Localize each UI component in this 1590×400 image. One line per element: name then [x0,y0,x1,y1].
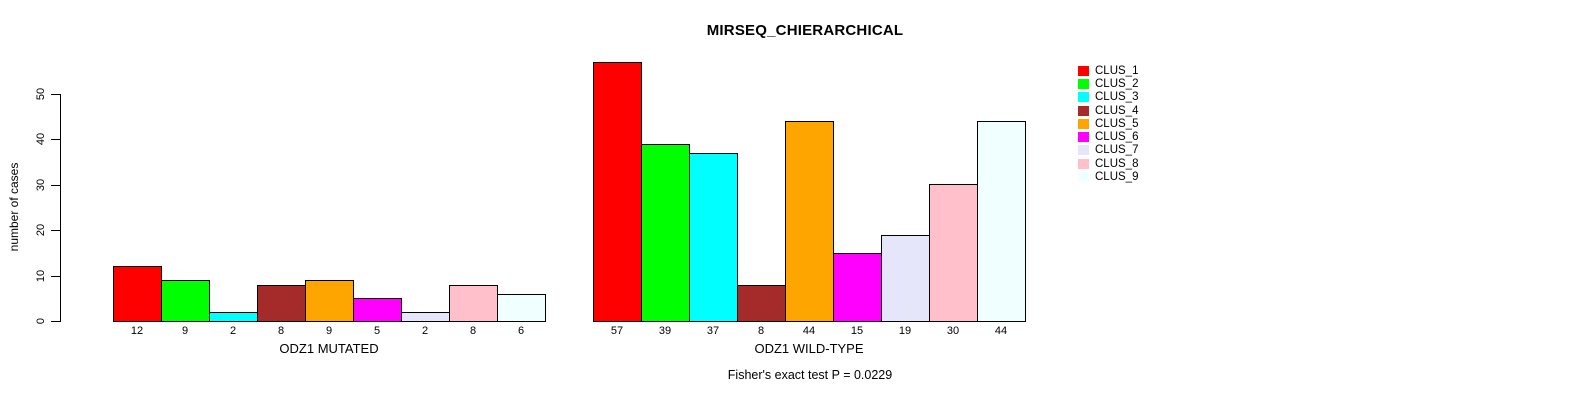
bar-value-label: 37 [706,325,720,337]
bar-clus_1 [593,62,642,322]
y-axis-tick [51,276,60,277]
bar-clus_6 [833,253,882,322]
bar-value-label: 15 [850,325,864,337]
legend-item-clus_9: CLUS_9 [1078,170,1138,183]
legend-swatch [1078,158,1089,169]
bar-clus_3 [209,312,258,322]
y-axis-tick-label: 10 [35,269,47,283]
legend-label: CLUS_4 [1095,104,1139,117]
bar-value-label: 2 [229,325,237,337]
legend-item-clus_7: CLUS_7 [1078,144,1138,157]
legend-swatch [1078,118,1089,129]
bar-value-label: 8 [277,325,285,337]
panel-xlabel: ODZ1 WILD-TYPE [754,341,864,356]
legend-label: CLUS_9 [1095,171,1139,184]
legend-swatch [1078,172,1089,183]
bar-clus_2 [641,144,690,322]
bar-clus_9 [977,121,1026,322]
y-axis-line [60,94,61,322]
legend-item-clus_5: CLUS_5 [1078,117,1138,130]
bar-clus_5 [305,280,354,322]
legend-swatch [1078,65,1089,76]
panel-xlabel: ODZ1 MUTATED [279,341,379,356]
legend-item-clus_2: CLUS_2 [1078,77,1138,90]
bar-clus_1 [113,266,162,322]
bar-clus_4 [737,285,786,322]
legend-swatch [1078,92,1089,103]
bar-clus_4 [257,285,306,322]
legend-swatch [1078,105,1089,116]
bar-clus_5 [785,121,834,322]
legend-item-clus_6: CLUS_6 [1078,130,1138,143]
y-axis-tick [51,185,60,186]
legend-label: CLUS_3 [1095,91,1139,104]
bar-value-label: 12 [130,325,144,337]
legend-label: CLUS_5 [1095,117,1139,130]
bar-value-label: 19 [898,325,912,337]
legend-item-clus_8: CLUS_8 [1078,157,1138,170]
bar-value-label: 8 [469,325,477,337]
bar-clus_9 [497,294,546,322]
bar-value-label: 57 [610,325,624,337]
bar-value-label: 9 [181,325,189,337]
y-axis-tick-label: 40 [35,132,47,146]
bar-clus_8 [449,285,498,322]
bar-value-label: 5 [373,325,381,337]
y-axis-tick-label: 20 [35,223,47,237]
bar-value-label: 8 [757,325,765,337]
y-axis-tick [51,230,60,231]
legend-swatch [1078,78,1089,89]
bar-clus_7 [401,312,450,322]
legend-item-clus_1: CLUS_1 [1078,64,1138,77]
legend-label: CLUS_8 [1095,157,1139,170]
legend-item-clus_4: CLUS_4 [1078,104,1138,117]
y-axis-title: number of cases [7,162,21,252]
bar-value-label: 6 [517,325,525,337]
bar-clus_8 [929,184,978,322]
bar-clus_2 [161,280,210,322]
y-axis-tick [51,139,60,140]
legend-label: CLUS_2 [1095,77,1139,90]
legend-label: CLUS_7 [1095,144,1139,157]
bar-value-label: 44 [994,325,1008,337]
bar-value-label: 30 [946,325,960,337]
bar-value-label: 2 [421,325,429,337]
bar-clus_6 [353,298,402,322]
y-axis-tick [51,321,60,322]
legend-swatch [1078,132,1089,143]
chart-title: MIRSEQ_CHIERARCHICAL [706,22,904,39]
bar-value-label: 9 [325,325,333,337]
y-axis-tick-label: 30 [35,178,47,192]
legend-label: CLUS_6 [1095,131,1139,144]
y-axis-tick-label: 0 [35,317,47,325]
legend-swatch [1078,145,1089,156]
fisher-test-annotation: Fisher's exact test P = 0.0229 [727,368,893,382]
y-axis-tick [51,94,60,95]
legend: CLUS_1 CLUS_2 CLUS_3 CLUS_4 CLUS_5 CLUS_6 CLUS… [1078,64,1138,184]
legend-label: CLUS_1 [1095,64,1139,77]
bar-value-label: 39 [658,325,672,337]
y-axis-tick-label: 50 [35,87,47,101]
bar-clus_7 [881,235,930,322]
bar-value-label: 44 [802,325,816,337]
legend-item-clus_3: CLUS_3 [1078,91,1138,104]
bar-clus_3 [689,153,738,322]
